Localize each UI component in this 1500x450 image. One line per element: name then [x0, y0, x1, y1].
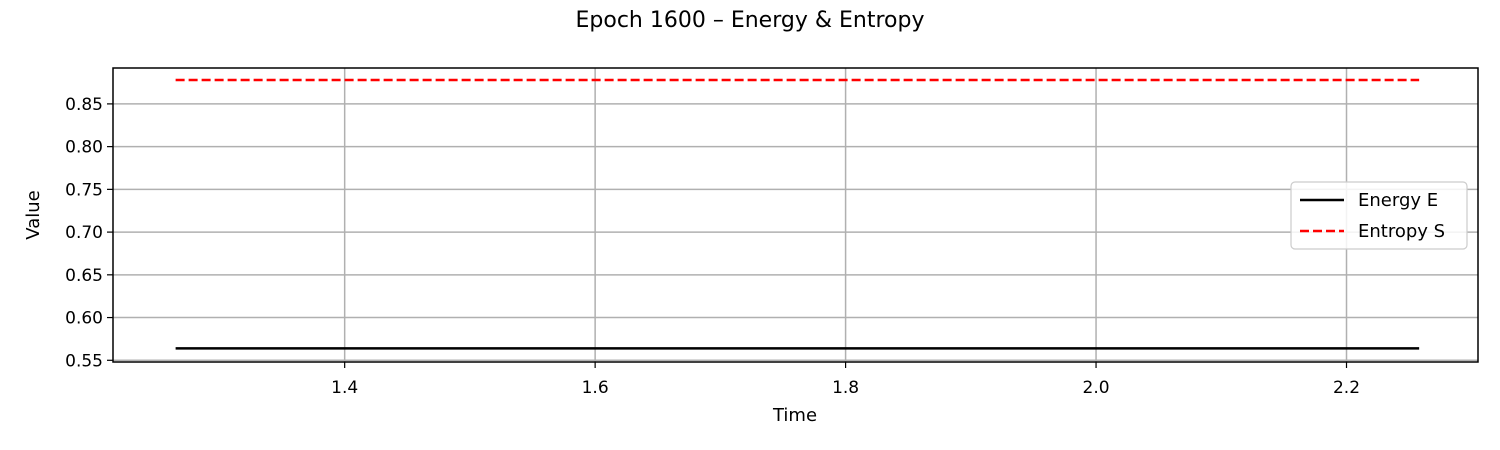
- y-tick-label: 0.75: [65, 180, 103, 200]
- y-tick-label: 0.60: [65, 309, 103, 329]
- x-tick-label: 1.4: [331, 378, 358, 398]
- legend-label: Energy E: [1358, 190, 1438, 211]
- x-tick-label: 1.6: [582, 378, 609, 398]
- y-tick-label: 0.80: [65, 138, 103, 158]
- y-tick-label: 0.55: [65, 351, 103, 371]
- y-tick-label: 0.70: [65, 223, 103, 243]
- x-tick-label: 2.2: [1333, 378, 1360, 398]
- y-tick-label: 0.65: [65, 266, 103, 286]
- y-tick-label: 0.85: [65, 95, 103, 115]
- x-tick-label: 2.0: [1083, 378, 1110, 398]
- legend: Energy E Entropy S: [1290, 181, 1468, 250]
- y-axis-label: Value: [23, 190, 44, 239]
- legend-label: Entropy S: [1358, 221, 1445, 242]
- x-axis-label: Time: [772, 405, 817, 426]
- plot-frame: [112, 67, 1479, 363]
- ticks-layer: 1.4 1.6 1.8 2.0 2.2 0.55 0.60 0.65 0.70 0.75 0.80 0…: [65, 95, 1360, 398]
- series-layer: [175, 78, 1420, 350]
- chart-title: Epoch 1600 – Energy & Entropy: [576, 8, 925, 33]
- x-tick-label: 1.8: [832, 378, 859, 398]
- grid-layer: [113, 68, 1478, 362]
